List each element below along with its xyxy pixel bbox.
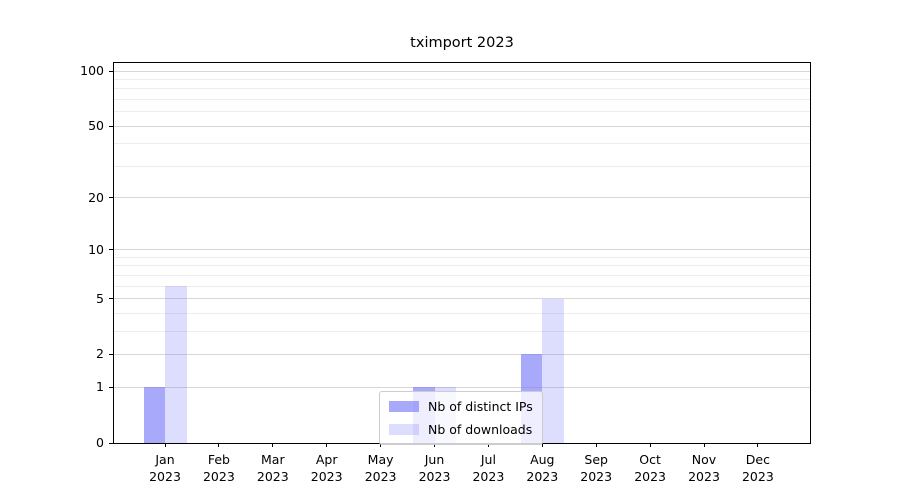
gridline-minor [114,88,810,90]
x-tick-label-jul: Jul 2023 [456,452,520,485]
legend-swatch-downloads [389,424,419,435]
x-tick-year: 2023 [580,468,613,484]
x-tick-year: 2023 [202,468,235,484]
gridline-major [114,298,810,300]
gridline-major [114,353,810,355]
x-tick-label-oct: Oct 2023 [618,452,682,485]
x-tick-label-jan: Jan 2023 [133,452,197,485]
gridline-major [114,125,810,127]
y-tick-label: 2 [96,346,104,362]
x-tick-month: Feb [207,452,230,467]
y-tick-label: 10 [88,241,104,257]
x-tick [649,443,651,447]
x-tick-year: 2023 [741,468,774,484]
x-tick [434,443,435,447]
gridline-major [114,70,810,72]
gridline-minor [114,143,810,145]
x-tick-year: 2023 [526,468,559,484]
plot-area [113,62,811,444]
x-tick-month: Jul [480,452,496,467]
y-tick [109,353,113,355]
legend: Nb of distinct IPs Nb of downloads [379,391,543,445]
gridline-minor [114,78,810,80]
y-tick [109,386,113,388]
y-tick [109,249,113,251]
y-tick-label: 100 [80,63,104,78]
x-tick [487,443,489,447]
gridline-major [114,386,810,388]
x-tick-year: 2023 [364,468,397,484]
x-tick-month: Sep [584,452,608,467]
x-tick-month: Apr [315,452,338,467]
gridline-minor [114,265,810,267]
x-tick-month: Jan [155,452,175,467]
bar-downloads-aug [542,298,564,443]
x-tick-year: 2023 [256,468,289,484]
x-tick [164,443,166,447]
x-tick-month: Jun [424,452,445,467]
x-tick-label-jun: Jun 2023 [403,452,467,485]
x-tick-label-aug: Aug 2023 [510,452,574,485]
x-tick [757,443,759,447]
x-tick-label-feb: Feb 2023 [187,452,251,485]
legend-label-downloads: Nb of downloads [428,422,533,437]
x-tick-year: 2023 [634,468,666,484]
gridline-minor [114,256,810,258]
x-tick-month: Aug [530,452,555,467]
legend-item-downloads: Nb of downloads [389,420,533,439]
y-tick [109,442,113,444]
x-tick [272,443,274,447]
x-tick-label-apr: Apr 2023 [295,452,359,485]
x-tick [541,443,543,447]
x-tick-year: 2023 [310,468,343,484]
gridline-minor [114,98,810,100]
x-tick [703,443,705,447]
bar-distinct-ips-jan [143,387,165,443]
x-tick-month: Nov [691,452,717,467]
y-tick-label: 50 [88,118,104,134]
x-tick [595,443,597,447]
gridline-major [114,197,810,199]
x-tick-year: 2023 [688,468,720,484]
x-tick-label-nov: Nov 2023 [672,452,736,485]
x-tick-month: May [367,452,394,467]
legend-item-distinct-ips: Nb of distinct IPs [389,397,533,416]
legend-label-distinct-ips: Nb of distinct IPs [428,399,533,414]
x-tick-month: Oct [639,452,661,467]
gridline-minor [114,312,810,314]
x-tick [326,443,328,447]
gridline-minor [114,274,810,276]
x-tick [218,443,220,447]
y-tick [109,298,113,300]
y-tick-label: 1 [96,379,104,395]
gridline-minor [114,285,810,287]
chart-title: tximport 2023 [410,35,514,51]
bar-downloads-jan [165,286,187,443]
y-tick [109,70,113,72]
x-tick-year: 2023 [149,468,181,484]
x-tick-year: 2023 [418,468,451,484]
x-tick-label-sep: Sep 2023 [564,452,628,485]
x-tick-label-mar: Mar 2023 [241,452,305,485]
y-tick-label: 20 [88,189,104,205]
y-tick [109,197,113,199]
gridline-minor [114,165,810,167]
x-tick-month: Mar [261,452,285,467]
x-tick [380,443,382,447]
y-tick [109,125,113,127]
y-tick-label: 0 [96,435,104,450]
x-tick-label-may: May 2023 [349,452,413,485]
y-tick-label: 5 [96,290,104,306]
gridline-minor [114,111,810,113]
gridline-major [114,249,810,251]
x-tick-year: 2023 [472,468,505,484]
x-tick-label-dec: Dec 2023 [726,452,790,485]
x-tick-month: Dec [745,452,770,467]
legend-swatch-distinct-ips [389,401,419,412]
gridline-minor [114,330,810,332]
